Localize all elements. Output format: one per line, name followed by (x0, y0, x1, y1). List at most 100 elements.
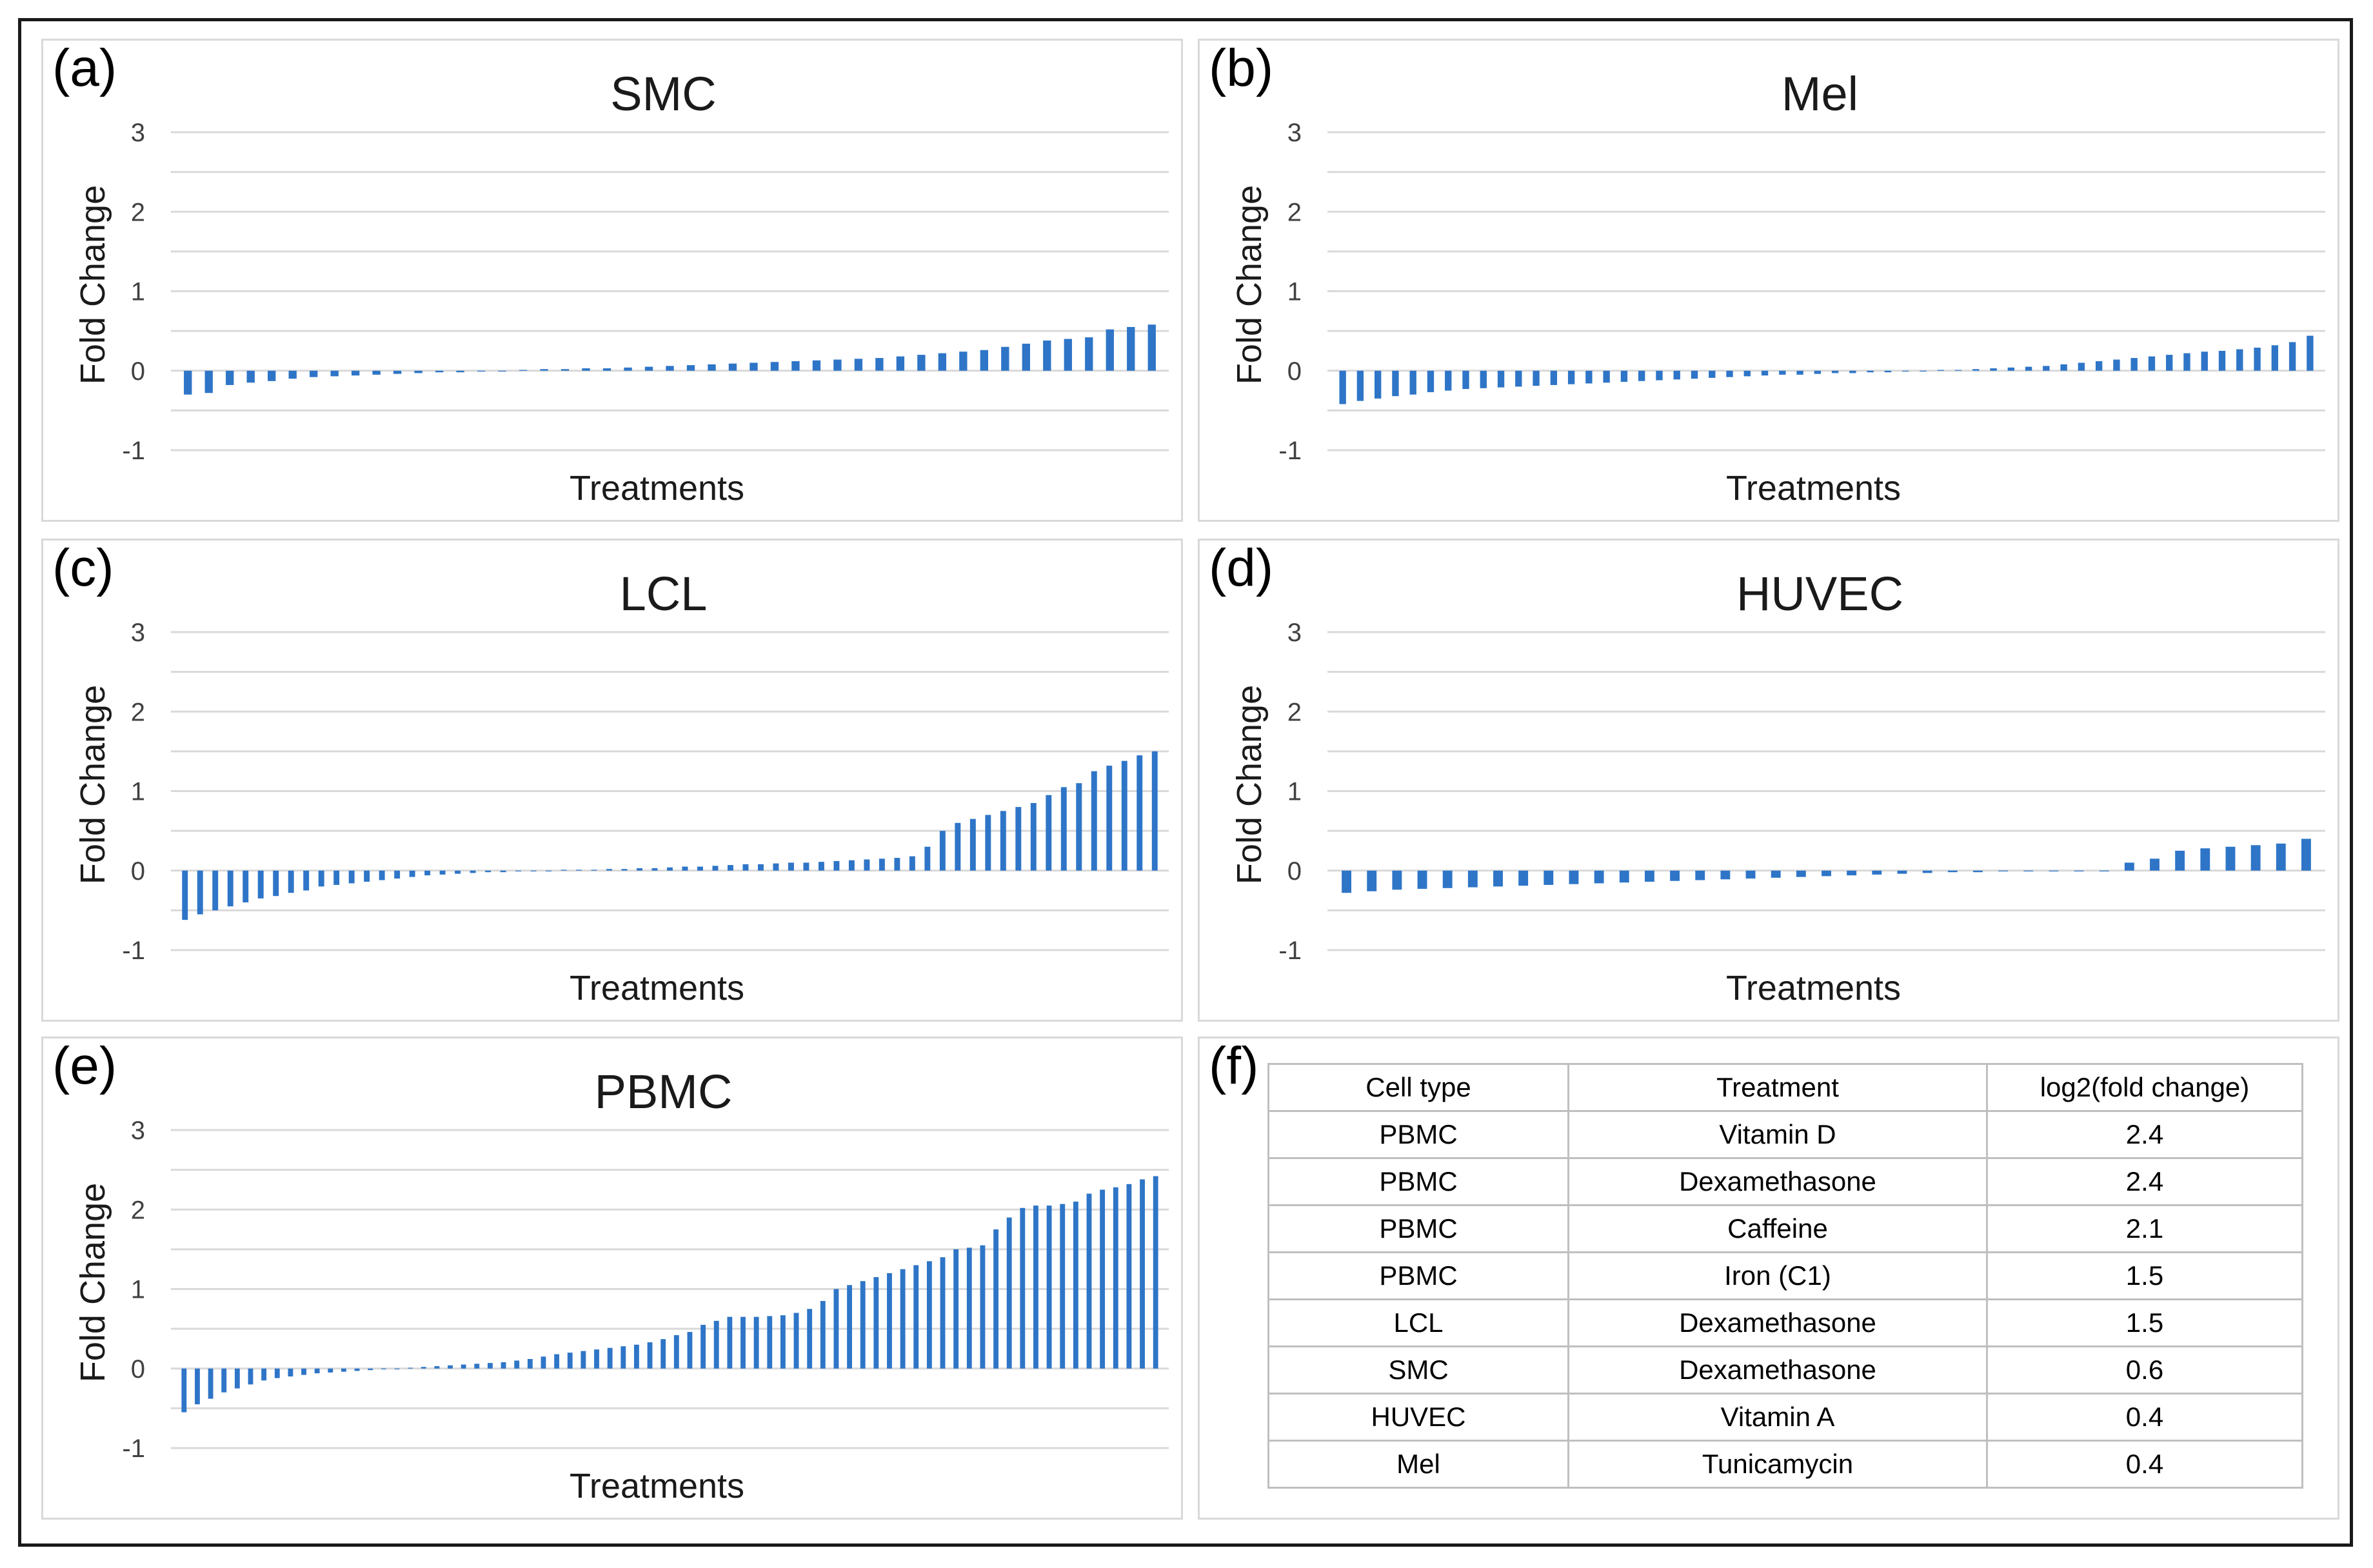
bar (700, 1324, 706, 1369)
bar (2276, 843, 2286, 871)
bar (1417, 870, 1427, 889)
bar (1771, 870, 1781, 878)
bar (1972, 870, 1983, 873)
bar (1001, 346, 1009, 371)
bar (791, 361, 800, 371)
bar (727, 1316, 733, 1369)
bar (424, 870, 431, 876)
y-tick-label: 0 (131, 357, 145, 386)
bar (1445, 370, 1452, 391)
bar (181, 1368, 187, 1413)
fold-change: 0.4 (1986, 1440, 2303, 1489)
y-tick-label: 1 (131, 1276, 145, 1304)
bar (1086, 1193, 1092, 1369)
bar (204, 370, 213, 393)
bar (1033, 1206, 1038, 1369)
chart-title: LCL (620, 567, 708, 620)
bar (448, 1365, 453, 1369)
bar (651, 868, 658, 871)
bar (540, 369, 548, 371)
bar (261, 1368, 267, 1381)
bar (807, 1309, 813, 1369)
bar (351, 370, 360, 376)
x-axis-label: Treatments (1726, 969, 1901, 1007)
bar (833, 1289, 839, 1369)
panel-lcl: (c) 3 2 1 0 -1 LCL Treatments Fold Change (41, 539, 1183, 1022)
bar (2043, 366, 2050, 371)
bar (873, 1277, 879, 1369)
column-header: log2(fold change) (1986, 1063, 2303, 1112)
panel-smc: (a) 3 2 1 0 -1 SMC Treatments Fold Change (41, 39, 1183, 522)
y-tick-label: 3 (131, 119, 145, 147)
bar (1467, 870, 1478, 888)
cell-type: PBMC (1267, 1251, 1569, 1300)
bar (1822, 870, 1831, 877)
x-axis-label: Treatments (570, 469, 744, 508)
bar (1796, 370, 1803, 375)
bar (1342, 870, 1352, 893)
y-tick-label: 1 (1287, 778, 1302, 806)
bar (1972, 369, 1980, 371)
bar (1990, 368, 1997, 371)
bar (414, 370, 422, 373)
bar (602, 368, 611, 371)
y-axis-label: Fold Change (74, 685, 112, 884)
y-axis-label: Fold Change (1230, 185, 1269, 384)
y-tick-label: 3 (131, 619, 145, 647)
bar (364, 870, 370, 882)
fold-change: 1.5 (1986, 1298, 2303, 1347)
bar (330, 370, 339, 377)
bar (1585, 370, 1593, 384)
bar (1022, 343, 1030, 371)
bar (985, 815, 991, 871)
bar (2301, 839, 2311, 871)
bar (770, 362, 779, 371)
bar (1745, 870, 1756, 879)
bar (234, 1368, 240, 1389)
bar (980, 350, 989, 371)
bar (393, 370, 402, 374)
bar (1691, 370, 1698, 379)
bar (246, 370, 255, 383)
bar (2183, 353, 2190, 371)
cell-type: PBMC (1267, 1204, 1569, 1253)
bar (1000, 811, 1006, 871)
panel-label: (b) (1209, 39, 1274, 97)
y-tick-label: 3 (131, 1116, 145, 1145)
bar (621, 1346, 626, 1369)
bar (2113, 359, 2120, 371)
y-tick-label: 1 (131, 278, 145, 306)
bar (379, 870, 385, 880)
chart-title: Mel (1782, 67, 1858, 121)
bar (1140, 1179, 1145, 1369)
bar (1046, 795, 1052, 871)
bar (594, 1349, 599, 1369)
bar (687, 1332, 693, 1369)
bar (848, 860, 855, 871)
bar (1100, 1189, 1106, 1369)
bar (554, 1354, 560, 1369)
y-tick-label: -1 (122, 1434, 145, 1463)
bar (488, 1363, 493, 1369)
bar (1920, 370, 1927, 372)
bar (2130, 358, 2138, 371)
bar (1726, 370, 1733, 377)
bar (875, 358, 884, 371)
panel-huvec: (d) 3 2 1 0 -1 HUVEC Treatments Fold Change (1198, 539, 2339, 1022)
bar (348, 870, 355, 884)
bar (184, 370, 192, 395)
bar (1947, 870, 1958, 873)
bar (288, 1368, 293, 1377)
bar (607, 1347, 613, 1369)
bar (812, 360, 821, 371)
bar (966, 1247, 972, 1369)
bar (421, 1367, 426, 1369)
bar (1121, 760, 1127, 871)
bar (644, 366, 653, 371)
bar (527, 1358, 533, 1369)
bar (666, 366, 674, 371)
chart-lcl: 3 2 1 0 -1 LCL Treatments Fold Change (74, 567, 1169, 1007)
panel-table: (f) Cell type Treatment log2(fold change… (1198, 1037, 2339, 1520)
bar (953, 1249, 959, 1369)
bar (820, 1300, 826, 1369)
